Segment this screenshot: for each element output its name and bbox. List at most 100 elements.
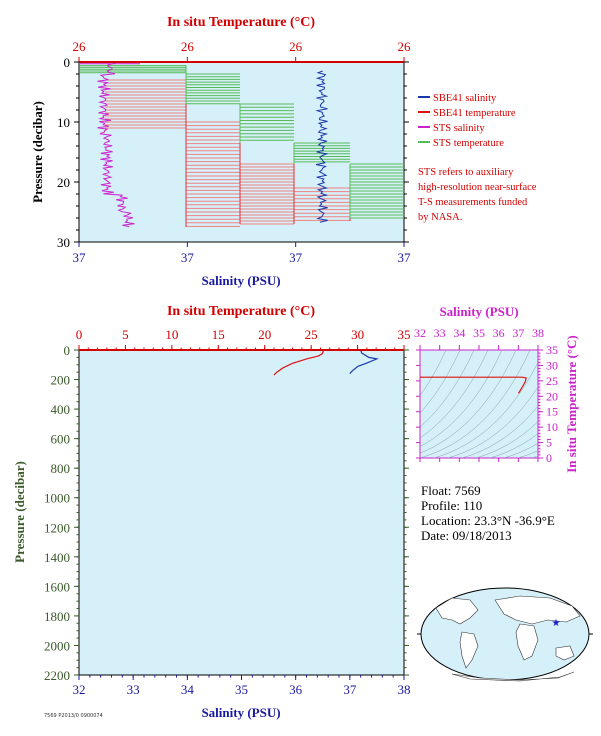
ts-right-tick-label: 10 [546,420,558,434]
sts-salinity-trace [97,62,135,228]
density-contour [420,350,447,397]
date: Date: 09/18/2013 [421,528,512,543]
ts-top-tick-label: 35 [473,326,485,340]
density-contour [420,350,531,458]
lower-x-tick-label: 34 [181,682,195,697]
upper-top-tick-label: 26 [181,39,195,54]
legend-label: SBE41 salinity [433,93,497,104]
lower-top-tick-label: 15 [212,327,225,342]
density-contour [475,420,538,458]
legend-label: STS temperature [433,138,504,149]
upper-panel: 26 26 26 26 37 37 37 37 0 10 20 30 In situ Temperat… [30,15,411,288]
legend-item-sts-salinity: STS salinity [418,123,485,134]
legend-item-sbe41-salinity: SBE41 salinity [418,93,497,104]
continent-australia [555,645,575,661]
legend-label: STS salinity [433,123,485,134]
lower-x-tick-label: 37 [343,682,357,697]
footer-tag: 7569 P2013/0 0900074 [44,713,103,719]
ts-plot-area [419,349,539,459]
lower-y-tick-label: 2200 [44,668,70,683]
continent-africa [515,623,539,661]
note-line: T-S measurements funded [418,197,528,208]
ts-right-tick-label: 15 [546,405,558,419]
note-line: high-resolution near-surface [418,182,537,193]
continent-north-america [435,597,479,625]
ts-top-tick-label: 38 [532,326,544,340]
ts-top-tick-label: 37 [512,326,524,340]
upper-top-tick-label: 26 [398,39,412,54]
ts-right-axis-label: In situ Temperature (°C) [564,335,579,473]
lower-y-tick-label: 800 [51,461,71,476]
density-contour [503,442,538,458]
lower-y-tick-label: 0 [64,343,71,358]
upper-traces [80,62,404,228]
lower-temperature-profile [273,349,324,376]
lower-x-tick-label: 32 [73,682,86,697]
density-contour [420,350,475,428]
lower-top-tick-label: 10 [165,327,178,342]
ts-right-tick-label: 20 [546,389,558,403]
lower-x-tick-label: 36 [289,682,303,697]
upper-y-tick-label: 10 [57,115,70,130]
sbe41-salinity-trace [315,70,329,223]
continent-south-america [459,631,479,669]
lower-top-tick-label: 0 [76,327,83,342]
lower-y-tick-label: 200 [51,373,71,388]
legend: SBE41 salinity SBE41 temperature STS sal… [418,93,516,149]
float-location-marker: ★ [552,618,561,629]
density-contour [447,386,538,458]
upper-x-tick-label: 37 [289,250,303,265]
sts-note: STS refers to auxiliary high-resolution … [418,165,578,225]
density-contour [489,433,538,458]
ts-right-tick-label: 35 [546,343,558,357]
legend-item-sbe41-temperature: SBE41 temperature [418,108,516,119]
density-contour [420,350,517,454]
lower-x-tick-label: 38 [398,682,411,697]
upper-y-tick-label: 20 [57,175,70,190]
ts-density-contours [420,350,538,458]
upper-x-tick-label: 37 [181,250,195,265]
ts-top-tick-label: 36 [493,326,505,340]
density-contour [420,350,503,447]
upper-y-axis-label: Pressure (decibar) [30,101,45,203]
lower-y-tick-label: 1200 [44,520,70,535]
upper-x-tick-label: 37 [398,250,412,265]
density-contour [517,450,538,458]
lower-y-axis-label: Pressure (decibar) [12,461,27,563]
density-contour [433,361,538,458]
lower-panel: 32 33 34 35 36 37 38 0 5 10 15 20 25 30 35 0 200 400 600 80… [12,304,411,720]
lower-x-axis-label: Salinity (PSU) [201,705,280,720]
lower-traces [273,349,380,376]
continent-europe-asia [494,595,581,625]
ts-right-tick-label: 30 [546,358,558,372]
ts-traces [420,376,527,394]
density-contour [461,405,538,458]
location: Location: 23.3°N -36.9°E [421,513,555,528]
ts-top-axis-label: Salinity (PSU) [439,304,518,319]
lower-ticks: 32 33 34 35 36 37 38 0 5 10 15 20 25 30 35 0 200 400 600 80… [44,327,411,697]
lower-y-tick-label: 1000 [44,491,70,506]
lower-y-tick-label: 1800 [44,609,70,624]
density-contour [420,350,489,439]
upper-y-tick-label: 0 [64,55,71,70]
lower-x-tick-label: 35 [235,682,248,697]
upper-ticks: 26 26 26 26 37 37 37 37 0 10 20 30 [57,39,411,265]
ts-top-tick-label: 33 [434,326,446,340]
lower-top-tick-label: 30 [351,327,364,342]
upper-top-tick-label: 26 [73,39,87,54]
legend-item-sts-temperature: STS temperature [418,138,504,149]
upper-top-tick-label: 26 [289,39,303,54]
ts-top-tick-label: 32 [414,326,426,340]
lower-y-tick-label: 600 [51,432,71,447]
profile-number: Profile: 110 [421,498,483,513]
lower-top-tick-label: 5 [122,327,129,342]
float-id: Float: 7569 [421,483,481,498]
upper-x-axis-label: Salinity (PSU) [201,273,280,288]
continent-antarctica [451,671,575,682]
lower-top-axis-label: In situ Temperature (°C) [167,304,315,319]
lower-y-tick-label: 1400 [44,550,70,565]
upper-top-axis-label: In situ Temperature (°C) [167,15,315,30]
lower-top-tick-label: 20 [258,327,271,342]
